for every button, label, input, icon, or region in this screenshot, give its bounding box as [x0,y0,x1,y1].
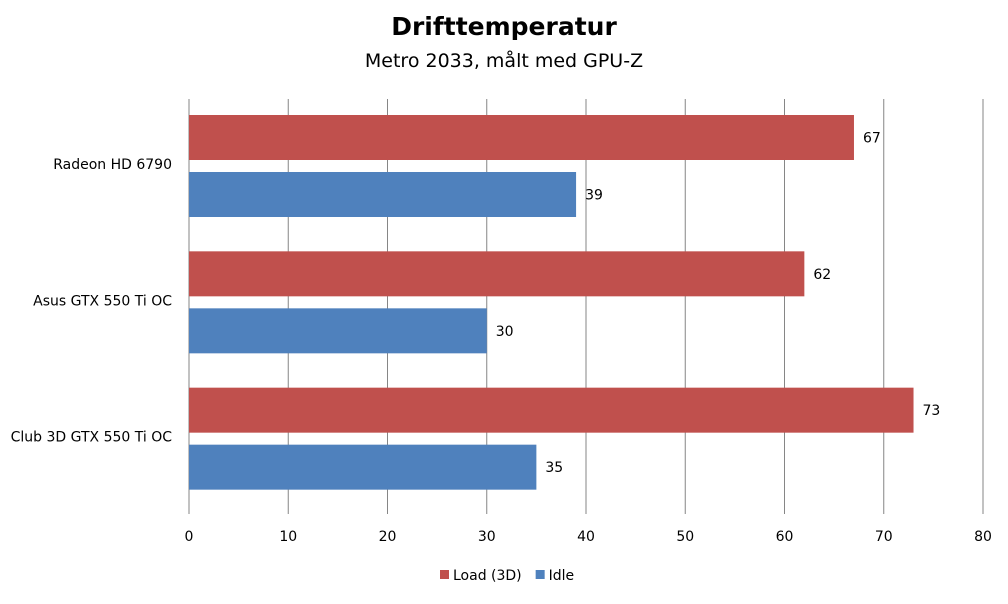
legend: Load (3D) Idle [440,568,574,584]
data-label: 35 [545,460,563,476]
x-tick-label: 80 [974,529,992,545]
bar [189,172,577,217]
data-label: 30 [496,324,514,340]
data-label: 62 [813,267,831,283]
x-tick-label: 0 [185,529,194,545]
data-label: 39 [585,188,603,204]
x-tick-label: 10 [279,529,297,545]
data-label: 67 [863,131,881,147]
x-tick-label: 60 [776,529,794,545]
legend-label: Load (3D) [453,568,522,584]
x-tick-label: 70 [875,529,893,545]
x-tick-label: 20 [379,529,397,545]
category-label: Club 3D GTX 550 Ti OC [11,430,173,446]
legend-swatch [440,570,449,579]
category-label: Radeon HD 6790 [53,157,172,173]
category-label: Asus GTX 550 Ti OC [33,293,172,309]
chart-subtitle: Metro 2033, målt med GPU-Z [364,50,644,72]
legend-label: Idle [549,568,575,584]
bars [189,115,914,490]
data-label: 73 [923,403,941,419]
bar [189,308,487,354]
x-tick-label: 40 [577,529,595,545]
bar [189,387,914,433]
chart-title: Drifttemperatur [391,12,617,41]
bar [189,115,854,160]
labels: 0 10 20 30 40 50 60 70 80 Radeon HD 6790 67 39 Asus … [11,131,992,546]
x-tick-label: 50 [676,529,694,545]
bar [189,251,805,297]
bar [189,444,537,490]
legend-swatch [535,570,545,579]
x-tick-label: 30 [478,529,496,545]
